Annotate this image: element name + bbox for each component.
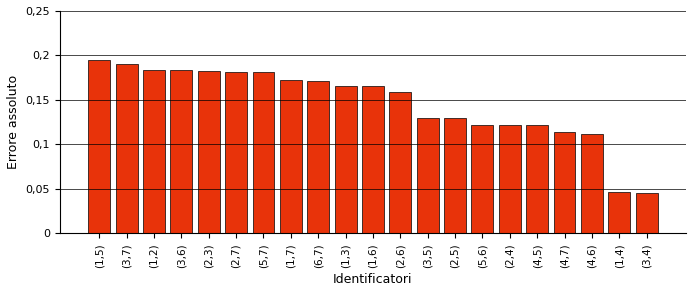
Bar <box>116 64 138 233</box>
Bar <box>143 70 165 233</box>
Bar <box>499 125 520 233</box>
Bar <box>581 134 603 233</box>
Bar <box>225 72 247 233</box>
Bar <box>554 132 575 233</box>
X-axis label: Identificatori: Identificatori <box>333 273 413 286</box>
Bar <box>416 117 439 233</box>
Bar <box>389 92 411 233</box>
Bar <box>635 193 658 233</box>
Bar <box>608 192 630 233</box>
Bar <box>307 81 329 233</box>
Bar <box>335 86 356 233</box>
Bar <box>444 118 466 233</box>
Bar <box>471 125 493 233</box>
Bar <box>280 80 301 233</box>
Bar <box>526 125 548 233</box>
Bar <box>362 86 384 233</box>
Bar <box>252 72 274 233</box>
Bar <box>88 60 110 233</box>
Bar <box>170 71 193 233</box>
Bar <box>198 71 220 233</box>
Y-axis label: Errore assoluto: Errore assoluto <box>7 75 20 169</box>
